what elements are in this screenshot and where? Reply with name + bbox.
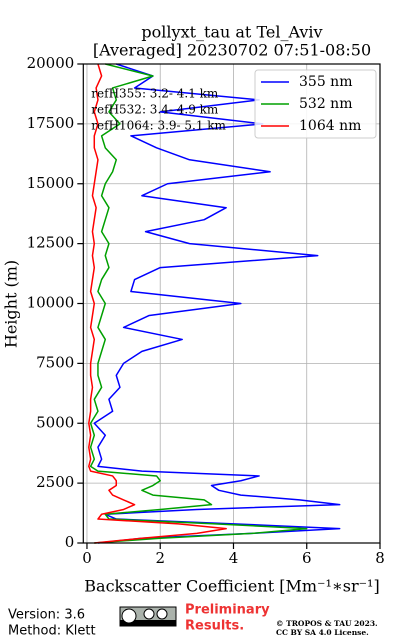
profile-line [93,63,341,544]
copyright: CC BY SA 4.0 License. [276,628,369,637]
y-tick-label: 0 [65,533,75,551]
y-tick-label: 20000 [27,54,75,72]
plot-frame [82,63,381,544]
x-tick-label: 8 [375,549,385,567]
legend-label: 532 nm [299,96,352,112]
profile-line [88,63,227,544]
y-tick-label: 15000 [27,174,75,192]
x-tick-label: 0 [82,549,92,567]
chart-title: pollyxt_tau at Tel_Aviv [141,23,322,42]
y-tick-label: 12500 [27,234,75,252]
annotation: refH1064: 3.9- 5.1 km [91,119,226,133]
copyright: © TROPOS & TAU 2023. [276,619,378,628]
x-tick-label: 6 [302,549,312,567]
annotation: refH355: 3.2- 4.1 km [91,87,219,101]
legend-label: 355 nm [299,74,352,90]
y-tick-label: 2500 [36,473,74,491]
y-tick-label: 10000 [27,294,75,312]
annotation: refH532: 3.4- 4.9 km [91,103,219,117]
plot: 0 2500 5000 7500 10000 12500 15000 17500 20000 0 2… [27,54,385,567]
chart-subtitle: [Averaged] 20230702 07:51-08:50 [93,41,371,60]
profile-line [89,63,308,544]
legend-box [254,69,377,139]
x-axis-label: Backscatter Coefficient [Mm⁻¹∗sr⁻¹] [84,577,379,596]
cc-badge [119,606,177,627]
method: Method: Klett [8,624,96,639]
y-tick-label: 7500 [36,353,74,371]
x-tick-label: 2 [155,549,165,567]
preliminary: Preliminary [185,603,270,618]
y-axis-label: Height (m) [2,260,21,348]
x-tick-label: 4 [229,549,239,567]
preliminary: Results. [185,619,244,634]
y-tick-label: 5000 [36,413,74,431]
y-tick-label: 17500 [27,114,75,132]
legend-label: 1064 nm [299,118,361,134]
version: Version: 3.6 [8,608,85,623]
